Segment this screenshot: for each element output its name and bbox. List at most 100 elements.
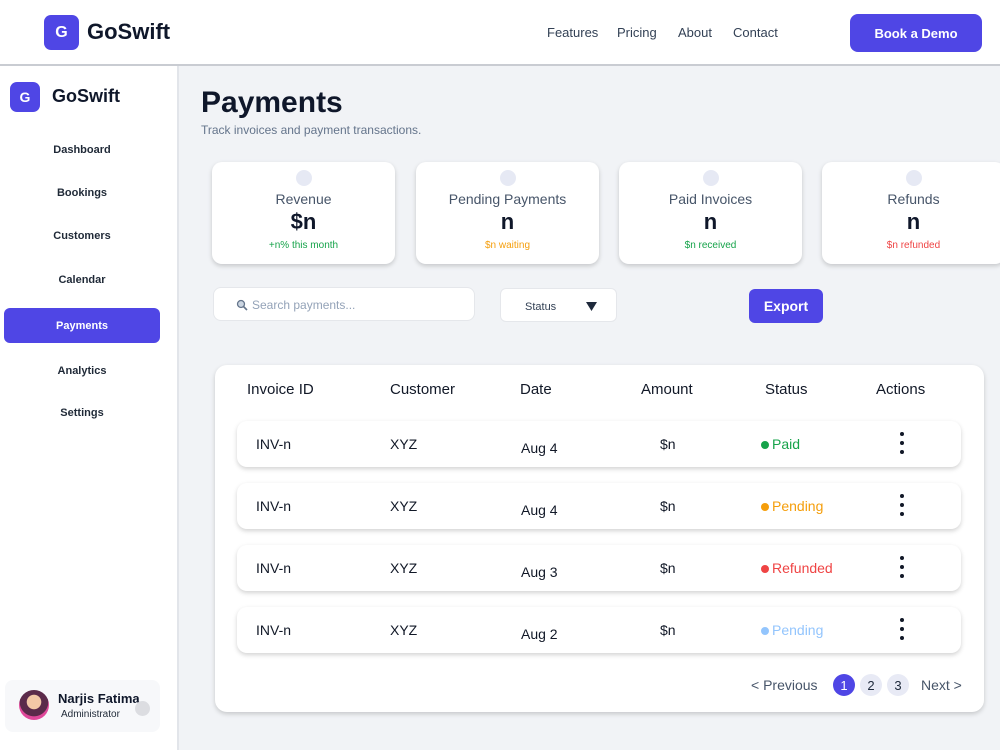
card-value: $n	[290, 209, 317, 234]
user-role: Administrator	[61, 709, 120, 720]
table-cell: Aug 4	[521, 502, 558, 518]
column-header: Amount	[641, 381, 693, 398]
stat-card: Pending Payments n $n waiting	[416, 162, 599, 264]
action-dot	[900, 441, 904, 445]
table-cell: INV-n	[256, 436, 292, 452]
card-value: n	[500, 209, 515, 234]
page-button[interactable]: 2	[860, 674, 882, 696]
user-card[interactable]: Narjis Fatima Administrator	[5, 680, 160, 732]
export-button[interactable]: Export	[749, 289, 823, 323]
card-label: Refunds	[887, 191, 940, 207]
nav-link[interactable]: About	[678, 25, 712, 40]
top-bar: G GoSwift Book a Demo Features Pricing Abo…	[0, 0, 1000, 66]
table-cell: XYZ	[390, 498, 418, 514]
menu-item[interactable]: Settings	[60, 407, 104, 419]
card-value: n	[906, 209, 921, 234]
card-note: $n waiting	[484, 240, 531, 251]
status-dot	[761, 627, 769, 635]
status-filter[interactable]: Status	[500, 288, 617, 322]
nav-link[interactable]: Pricing	[617, 25, 657, 40]
table-cell: XYZ	[390, 622, 418, 638]
card-label: Pending Payments	[448, 191, 567, 207]
action-dot	[900, 494, 904, 498]
action-dot	[900, 503, 904, 507]
row-actions[interactable]	[897, 556, 907, 582]
search-placeholder: Search payments...	[252, 298, 356, 312]
action-dot	[900, 627, 904, 631]
status-label: Refunded	[772, 560, 833, 576]
table-panel: Invoice ID Customer Date Amount Status Action…	[215, 365, 984, 712]
card-note: +n% this month	[268, 240, 339, 251]
menu-item[interactable]: Bookings	[56, 187, 108, 199]
menu-item-active[interactable]: Payments	[4, 308, 160, 343]
page-subtitle: Track invoices and payment transactions.	[201, 123, 422, 137]
action-dot	[900, 450, 904, 454]
table-cell: INV-n	[256, 622, 292, 638]
logo-icon[interactable]: G	[44, 15, 79, 50]
row-actions[interactable]	[897, 618, 907, 644]
nav-link[interactable]: Contact	[733, 25, 778, 40]
filter-label: Status	[525, 301, 557, 313]
row-actions[interactable]	[897, 494, 907, 520]
action-dot	[900, 432, 904, 436]
search-box[interactable]: Search payments...	[213, 287, 475, 321]
menu-item[interactable]: Dashboard	[53, 144, 111, 156]
dropdown-arrow	[586, 302, 597, 311]
status-dot	[761, 565, 769, 573]
search-icon	[236, 299, 248, 311]
table-cell: $n	[660, 560, 676, 576]
table-cell: INV-n	[256, 498, 292, 514]
card-value: n	[703, 209, 718, 234]
next-button[interactable]: Next >	[921, 677, 962, 693]
brand[interactable]: GoSwift	[52, 86, 120, 106]
user-name: Narjis Fatima	[58, 691, 140, 706]
logo-icon[interactable]: G	[10, 82, 40, 112]
action-dot	[900, 565, 904, 569]
status-label: Pending	[772, 498, 824, 514]
avatar	[19, 690, 49, 720]
table-row: INV-n XYZ Aug 4 $n Paid	[237, 421, 961, 467]
prev-button[interactable]: < Previous	[751, 677, 818, 693]
table-row: INV-n XYZ Aug 3 $n Refunded	[237, 545, 961, 591]
table-cell: Aug 4	[521, 440, 558, 456]
table-row: INV-n XYZ Aug 2 $n Pending	[237, 607, 961, 653]
action-dot	[900, 556, 904, 560]
status-toggle[interactable]	[135, 701, 150, 716]
action-dot	[900, 574, 904, 578]
nav-link[interactable]: Features	[547, 25, 599, 40]
card-icon	[296, 170, 312, 186]
stat-card: Paid Invoices n $n received	[619, 162, 802, 264]
column-header: Actions	[876, 381, 926, 398]
menu-item[interactable]: Analytics	[57, 365, 107, 377]
row-actions[interactable]	[897, 432, 907, 458]
stat-card: Refunds n $n refunded	[822, 162, 1000, 264]
status-label: Pending	[772, 622, 824, 638]
card-label: Paid Invoices	[668, 191, 753, 207]
table-cell: INV-n	[256, 560, 292, 576]
main: Payments Track invoices and payment tran…	[178, 66, 1000, 750]
menu-item[interactable]: Calendar	[58, 274, 106, 286]
table-cell: $n	[660, 498, 676, 514]
card-note: $n refunded	[886, 240, 941, 251]
brand[interactable]: GoSwift	[87, 19, 171, 44]
table-cell: Aug 3	[521, 564, 558, 580]
sidebar: G GoSwift Narjis Fatima Administrator Da…	[0, 66, 179, 750]
status-dot	[761, 503, 769, 511]
page-button[interactable]: 1	[833, 674, 855, 696]
column-header: Status	[765, 381, 808, 398]
action-dot	[900, 636, 904, 640]
table-cell: XYZ	[390, 560, 418, 576]
column-header: Date	[520, 381, 552, 398]
table-cell: $n	[660, 436, 676, 452]
status-label: Paid	[772, 436, 801, 452]
card-icon	[906, 170, 922, 186]
page-title: Payments	[201, 86, 343, 119]
page-button[interactable]: 3	[887, 674, 909, 696]
card-label: Revenue	[275, 191, 332, 207]
menu-item[interactable]: Customers	[53, 230, 111, 242]
cta-button[interactable]: Book a Demo	[850, 14, 982, 52]
table-row: INV-n XYZ Aug 4 $n Pending	[237, 483, 961, 529]
card-note: $n received	[684, 240, 737, 251]
